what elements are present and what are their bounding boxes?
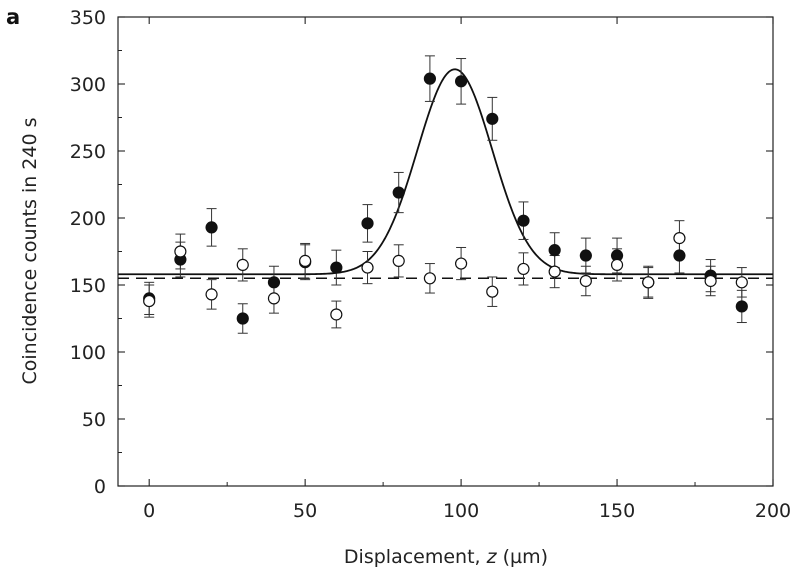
y-tick-label: 50: [82, 409, 106, 431]
open-data-point: [642, 276, 655, 289]
open-data-point: [610, 258, 624, 271]
filled-data-point: [579, 249, 592, 262]
error-bars: [144, 55, 747, 334]
x-tick-label: 100: [443, 500, 479, 522]
axes: [117, 16, 774, 487]
filled-data-point: [735, 300, 748, 313]
y-tick-label: 300: [70, 74, 106, 96]
x-tick-label: 50: [293, 500, 317, 522]
open-data-point: [143, 294, 156, 308]
y-tick-label: 0: [94, 476, 106, 498]
gaussian-fit-curve: [118, 68, 773, 276]
open-data-point: [361, 261, 374, 274]
open-data-point: [735, 276, 748, 289]
open-data-point: [267, 292, 281, 305]
filled-data-point: [548, 244, 561, 257]
filled-data-point: [330, 261, 343, 274]
y-tick-label: 250: [70, 141, 106, 163]
x-axis-title: Displacement, z (µm): [344, 546, 548, 568]
filled-data-point: [454, 75, 468, 88]
filled-data-point: [267, 276, 281, 289]
open-data-point: [174, 245, 187, 258]
open-data-point: [392, 254, 405, 267]
x-axis-title-prefix: Displacement,: [344, 546, 487, 568]
open-data-point: [454, 257, 468, 270]
filled-data-point: [486, 112, 499, 125]
filled-data-point: [392, 186, 405, 199]
x-tick-label: 0: [143, 500, 155, 522]
data-points: [143, 72, 748, 325]
y-tick-label: 100: [70, 342, 106, 364]
y-tick-label: 150: [70, 275, 106, 297]
filled-data-point: [205, 221, 218, 234]
plot-frame: [117, 16, 774, 487]
y-tick-label: 200: [70, 208, 106, 230]
open-data-point: [236, 258, 249, 271]
filled-data-point: [423, 72, 437, 85]
open-data-point: [579, 274, 592, 288]
fit-curves: [118, 68, 773, 280]
x-tick-label: 200: [755, 500, 791, 522]
y-axis-title: Coincidence counts in 240 s: [19, 117, 41, 384]
open-data-point: [299, 254, 312, 267]
open-data-point: [517, 262, 530, 276]
filled-data-point: [517, 214, 530, 227]
open-data-point: [673, 232, 686, 245]
open-data-point: [704, 274, 717, 288]
y-tick-label: 350: [70, 7, 106, 29]
panel-label: a: [6, 5, 20, 29]
open-data-point: [423, 272, 437, 285]
open-data-point: [548, 265, 561, 278]
x-axis-title-suffix: (µm): [497, 546, 548, 568]
filled-data-point: [673, 249, 686, 262]
filled-data-point: [361, 217, 374, 230]
open-data-point: [486, 285, 499, 298]
open-data-point: [330, 308, 343, 321]
x-axis-title-var: z: [486, 546, 498, 568]
open-data-point: [205, 288, 218, 301]
tick-labels: 0 50 100 150 200 0 50 100 150 200 250 300 350: [70, 7, 791, 522]
x-tick-label: 150: [599, 500, 635, 522]
filled-data-point: [236, 312, 249, 325]
